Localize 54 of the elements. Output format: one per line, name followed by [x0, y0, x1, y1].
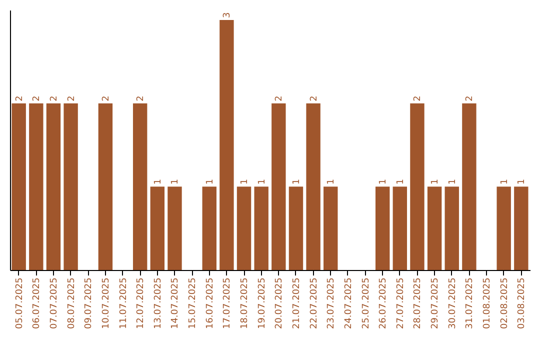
x-tick-label: 01.08.2025 — [482, 278, 493, 330]
x-tick-label: 11.07.2025 — [118, 278, 129, 330]
x-tick-label: 09.07.2025 — [84, 278, 94, 330]
x-tick-label: 16.07.2025 — [205, 278, 216, 330]
data-label: 1 — [257, 178, 268, 185]
x-tick-label: 26.07.2025 — [378, 278, 389, 330]
x-tick-label: 19.07.2025 — [257, 278, 268, 330]
x-tick-label: 27.07.2025 — [396, 278, 406, 330]
x-tick-label: 21.07.2025 — [292, 278, 302, 330]
data-label: 2 — [14, 96, 25, 102]
x-tick-label: 29.07.2025 — [430, 278, 441, 330]
x-tick-label: 02.08.2025 — [500, 278, 510, 330]
x-tick-label: 06.07.2025 — [32, 278, 42, 330]
x-tick-label: 23.07.2025 — [326, 278, 337, 330]
data-label: 1 — [326, 178, 337, 185]
data-label: 1 — [448, 178, 458, 185]
x-tick-label: 12.07.2025 — [136, 278, 146, 330]
data-label: 2 — [66, 96, 77, 102]
data-label: 2 — [274, 96, 285, 102]
x-tick-label: 17.07.2025 — [222, 278, 233, 330]
x-tick-label: 05.07.2025 — [14, 278, 25, 330]
data-label: 2 — [101, 96, 112, 102]
data-label: 1 — [396, 178, 406, 185]
data-label: 1 — [240, 178, 250, 185]
x-tick-label: 30.07.2025 — [448, 278, 458, 330]
x-tick-label: 24.07.2025 — [344, 278, 354, 330]
x-tick-label: 07.07.2025 — [49, 278, 60, 330]
data-label: 1 — [205, 178, 216, 185]
data-label: 1 — [170, 178, 181, 185]
x-tick-label: 28.07.2025 — [413, 278, 424, 330]
x-tick-label: 31.07.2025 — [465, 278, 476, 330]
x-tick-label: 20.07.2025 — [274, 278, 285, 330]
data-label: 1 — [378, 178, 389, 185]
x-tick-label: 15.07.2025 — [188, 278, 198, 330]
x-tick-label: 08.07.2025 — [66, 278, 77, 330]
x-tick-label: 10.07.2025 — [101, 278, 112, 330]
data-label: 3 — [222, 12, 233, 18]
data-label: 2 — [309, 96, 320, 102]
data-label: 2 — [49, 96, 60, 102]
x-tick-label: 18.07.2025 — [240, 278, 250, 330]
data-label: 2 — [465, 96, 476, 102]
x-tick-label: 25.07.2025 — [361, 278, 372, 330]
data-label: 1 — [153, 178, 164, 185]
data-label: 1 — [517, 178, 528, 185]
x-tick-label: 13.07.2025 — [153, 278, 164, 330]
data-label: 1 — [430, 178, 441, 185]
x-tick-label: 14.07.2025 — [170, 278, 181, 330]
data-label: 1 — [292, 178, 302, 185]
data-label: 2 — [136, 96, 146, 102]
data-label: 2 — [413, 96, 424, 102]
x-tick-label: 03.08.2025 — [517, 278, 528, 330]
x-tick-label: 22.07.2025 — [309, 278, 320, 330]
data-label: 1 — [500, 178, 510, 185]
data-label: 2 — [32, 96, 42, 102]
